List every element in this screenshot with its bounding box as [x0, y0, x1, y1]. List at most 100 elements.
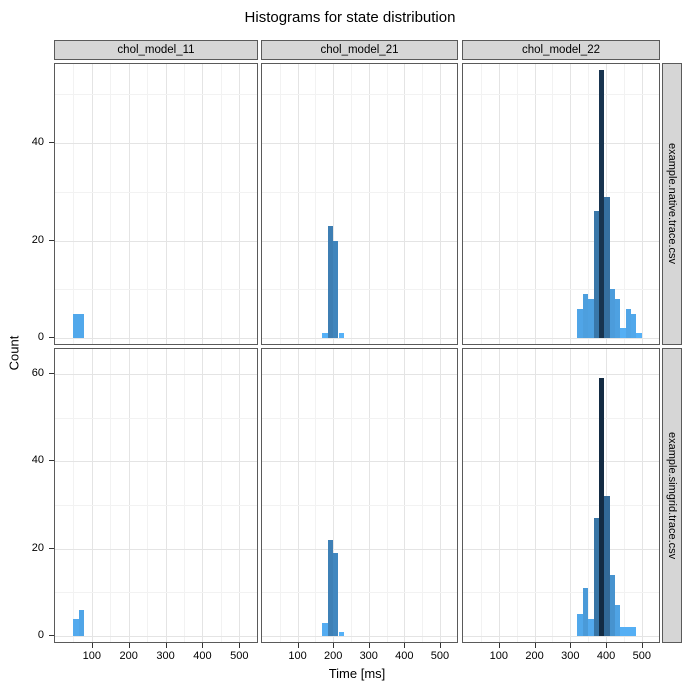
- grid-major-h: [55, 548, 257, 550]
- y-tick-label: 20: [31, 541, 44, 554]
- histogram-bar: [333, 240, 339, 338]
- histogram-bar: [604, 196, 610, 338]
- grid-minor-v: [315, 349, 317, 642]
- y-tick-label: 20: [31, 233, 44, 246]
- grid-minor-v: [480, 349, 482, 642]
- grid-minor-v: [73, 64, 75, 344]
- histogram-bar: [78, 313, 85, 338]
- grid-minor-h: [262, 417, 457, 419]
- histogram-bar: [322, 333, 328, 338]
- panel-chol_model_21-row1: [261, 348, 458, 643]
- x-tick-mark: [439, 643, 441, 648]
- grid-major-h: [463, 636, 659, 637]
- grid-minor-h: [262, 94, 457, 96]
- x-tick-label: 100: [489, 650, 508, 662]
- grid-minor-v: [279, 64, 281, 344]
- histogram-bar: [582, 294, 589, 338]
- facet-col-strip: chol_model_21: [261, 40, 458, 60]
- x-tick-mark: [606, 643, 608, 648]
- grid-major-v: [128, 349, 130, 642]
- grid-major-v: [165, 349, 167, 642]
- histogram-bar: [604, 496, 610, 636]
- grid-minor-v: [386, 349, 388, 642]
- x-tick-label: 300: [156, 650, 175, 662]
- grid-major-h: [262, 548, 457, 550]
- grid-major-v: [368, 64, 370, 344]
- grid-major-v: [128, 64, 130, 344]
- grid-major-v: [404, 349, 406, 642]
- grid-major-v: [239, 349, 241, 642]
- grid-minor-h: [55, 191, 257, 193]
- grid-major-h: [55, 143, 257, 144]
- histogram-bar: [598, 69, 605, 338]
- grid-major-v: [498, 64, 500, 344]
- grid-major-v: [534, 64, 536, 344]
- x-tick-mark: [368, 643, 370, 648]
- histogram-bar: [588, 618, 594, 636]
- grid-minor-v: [623, 349, 625, 642]
- grid-minor-v: [588, 349, 590, 642]
- x-tick-label: 400: [395, 650, 414, 662]
- panel-chol_model_22-row0: [462, 63, 660, 345]
- histogram-bar: [615, 299, 621, 338]
- x-tick-label: 500: [632, 650, 651, 662]
- grid-major-v: [534, 349, 536, 642]
- grid-major-h: [463, 143, 659, 144]
- histogram-bar: [593, 211, 599, 338]
- grid-minor-h: [55, 94, 257, 96]
- grid-minor-v: [386, 64, 388, 344]
- grid-major-h: [262, 240, 457, 242]
- facet-row-strip: example.simgrid.trace.csv: [662, 348, 682, 643]
- histogram-bar: [620, 627, 626, 636]
- histogram-bar: [333, 553, 339, 636]
- grid-major-v: [404, 64, 406, 344]
- histogram-bar: [338, 631, 344, 636]
- histogram-bar: [588, 299, 594, 338]
- grid-minor-h: [463, 94, 659, 96]
- grid-major-v: [439, 64, 441, 344]
- histogram-bar: [625, 627, 632, 636]
- grid-major-h: [262, 636, 457, 637]
- grid-minor-v: [147, 349, 149, 642]
- chart-title: Histograms for state distribution: [244, 9, 456, 26]
- y-tick-mark: [49, 547, 54, 549]
- facet-col-strip: chol_model_11: [54, 40, 258, 60]
- x-tick-mark: [239, 643, 241, 648]
- histogram-bar: [78, 609, 85, 636]
- grid-major-h: [262, 338, 457, 339]
- grid-major-h: [55, 373, 257, 375]
- grid-major-h: [463, 240, 659, 242]
- x-tick-label: 400: [596, 650, 616, 662]
- grid-major-v: [368, 349, 370, 642]
- histogram-bar: [636, 333, 642, 338]
- grid-major-v: [202, 64, 204, 344]
- histogram-bar: [609, 289, 615, 338]
- grid-major-h: [463, 461, 659, 463]
- histogram-bar: [631, 313, 637, 338]
- y-tick-label: 40: [31, 454, 44, 467]
- panel-chol_model_22-row1: [462, 348, 660, 643]
- x-tick-mark: [165, 643, 167, 648]
- x-tick-mark: [534, 643, 536, 648]
- grid-minor-v: [350, 64, 352, 344]
- grid-minor-h: [463, 504, 659, 506]
- grid-major-v: [439, 349, 441, 642]
- panel-chol_model_11-row0: [54, 63, 258, 345]
- grid-minor-v: [73, 349, 75, 642]
- facet-col-strip: chol_model_22: [462, 40, 660, 60]
- histogram-bar: [327, 539, 334, 636]
- grid-minor-h: [463, 592, 659, 594]
- y-tick-mark: [49, 372, 54, 374]
- grid-major-v: [239, 64, 241, 344]
- grid-minor-h: [463, 191, 659, 193]
- grid-minor-h: [463, 289, 659, 291]
- histogram-bar: [615, 605, 621, 636]
- panel-chol_model_11-row1: [54, 348, 258, 643]
- grid-major-v: [606, 349, 608, 642]
- grid-major-v: [641, 64, 643, 344]
- histogram-bar: [625, 308, 632, 338]
- grid-minor-v: [220, 64, 222, 344]
- grid-minor-v: [110, 349, 112, 642]
- grid-major-v: [297, 64, 299, 344]
